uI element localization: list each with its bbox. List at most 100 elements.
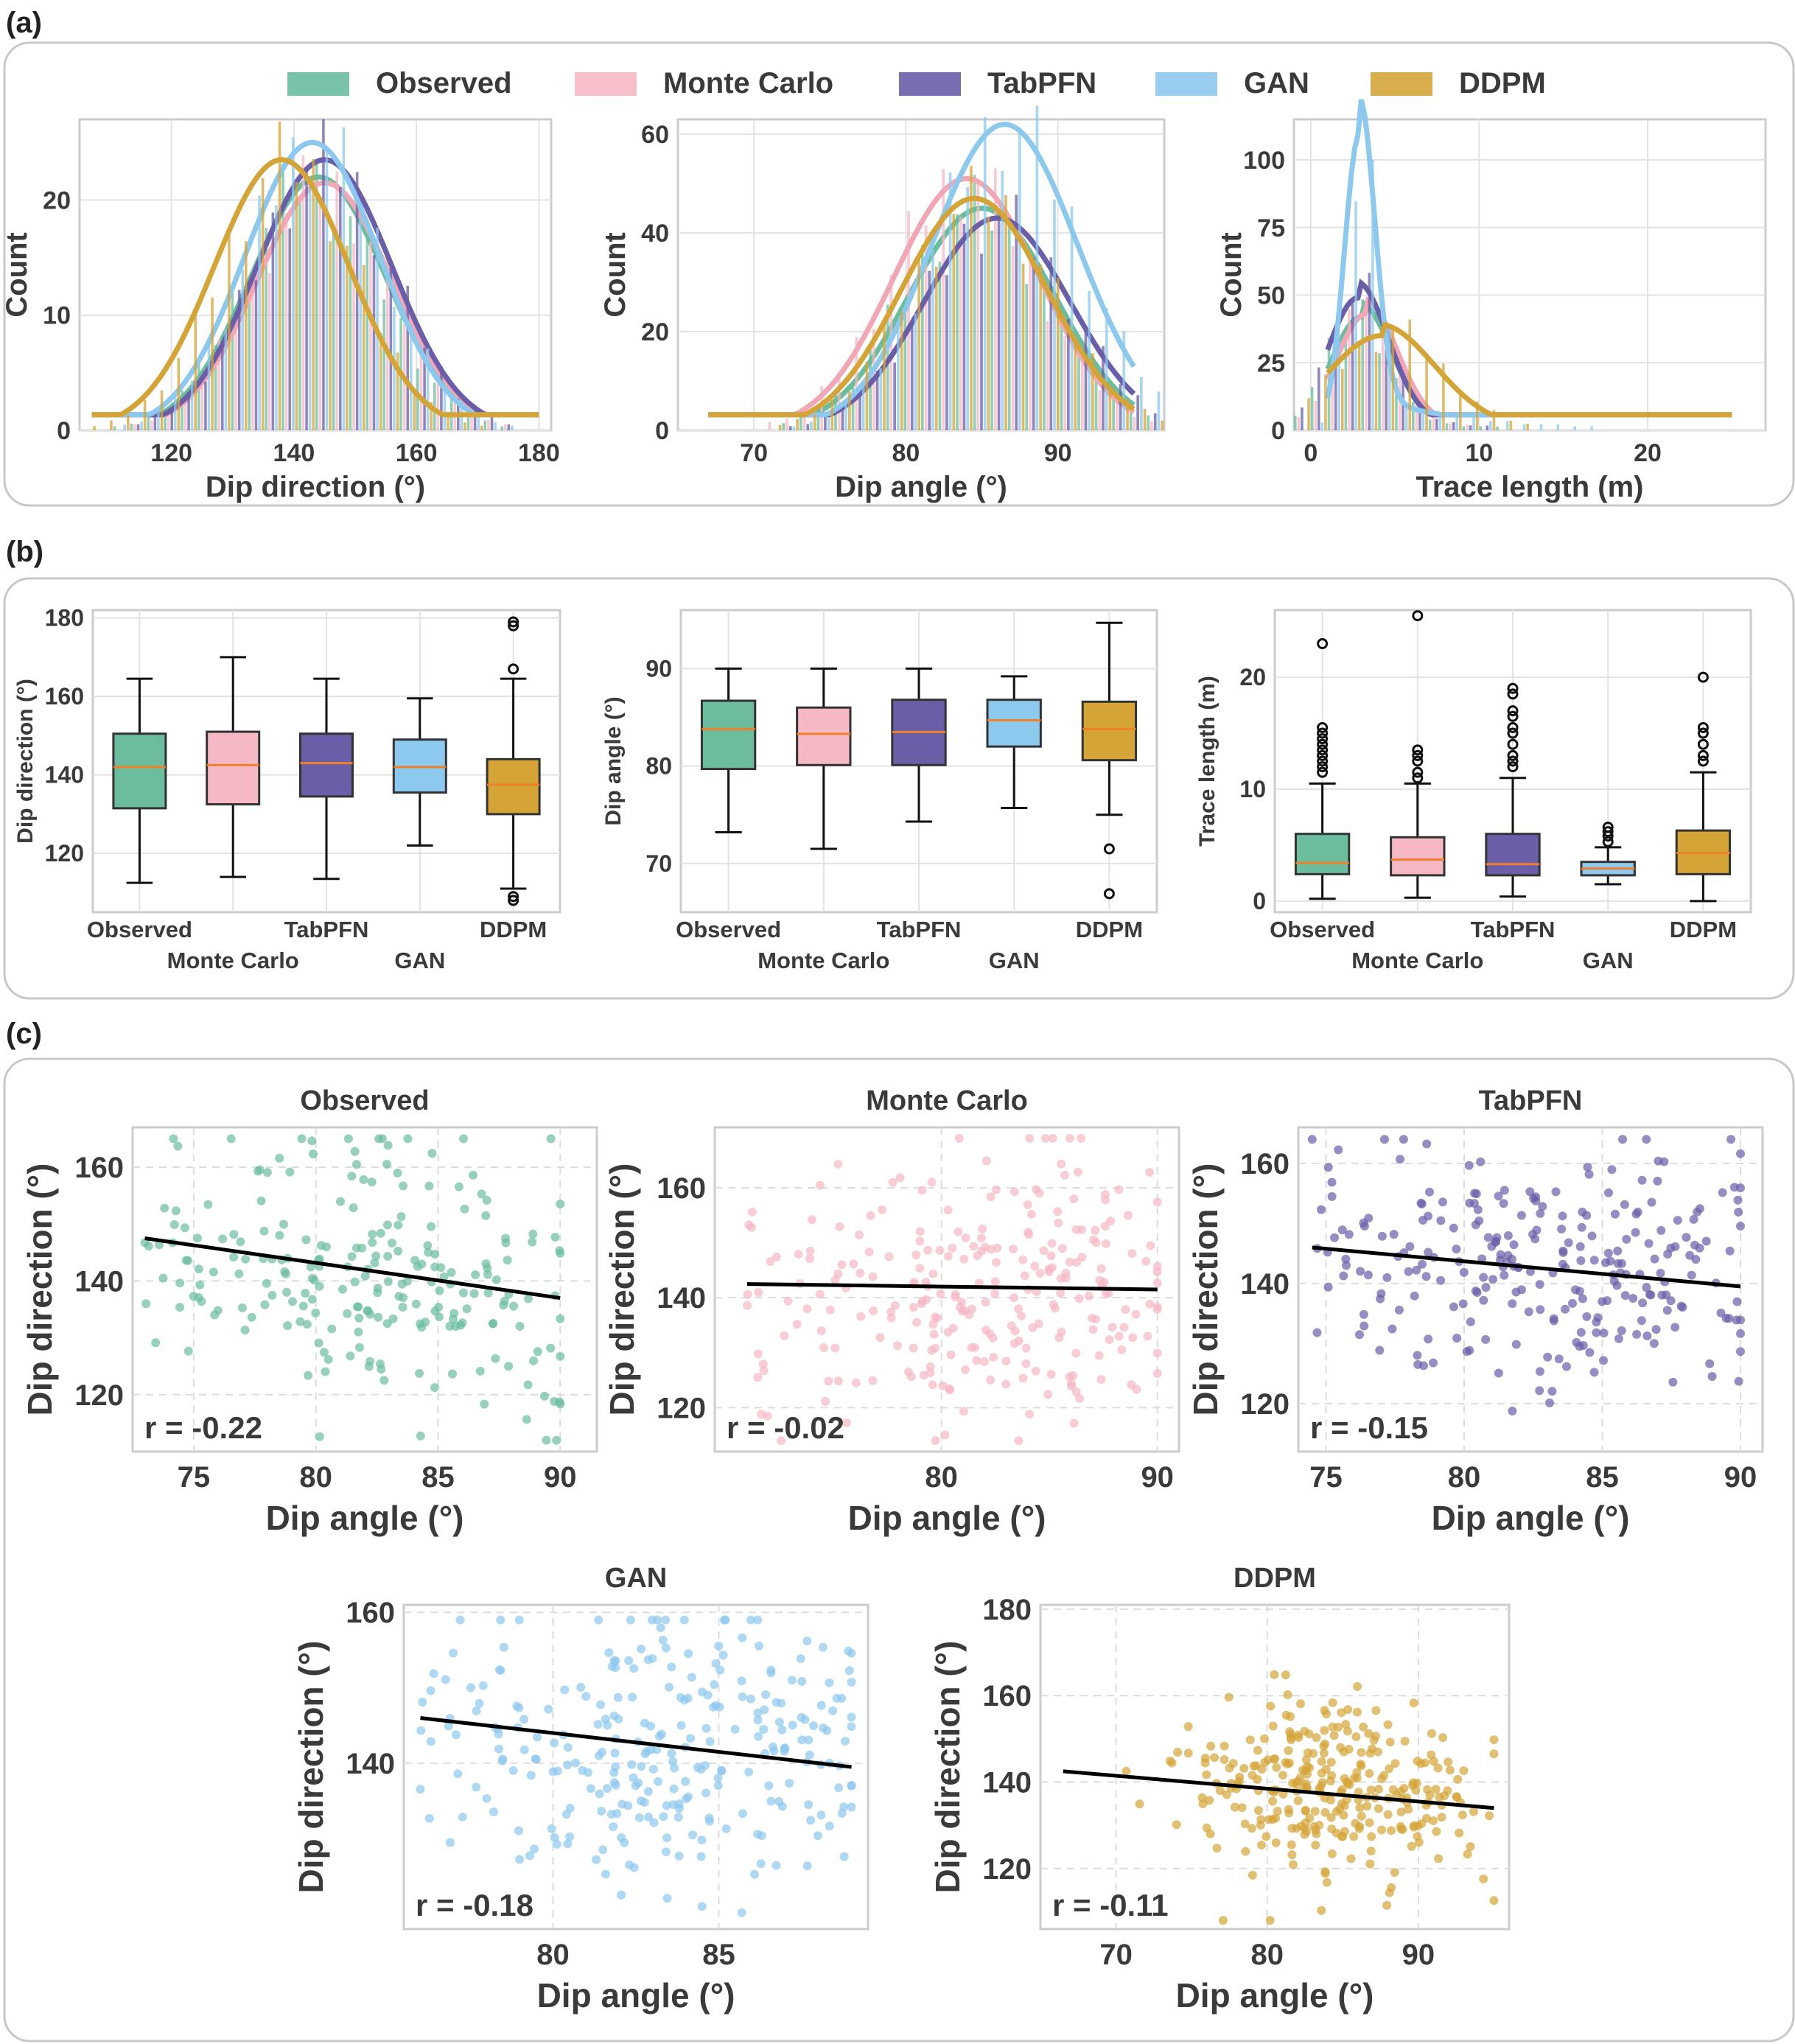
- hist-bar: [1053, 199, 1056, 430]
- scatter-point: [1422, 1139, 1432, 1149]
- scatter-point: [1338, 1832, 1348, 1841]
- scatter-point: [936, 1289, 945, 1298]
- scatter-point: [314, 1338, 323, 1348]
- y-tick-label: 20: [43, 186, 71, 214]
- scatter-point: [435, 1286, 444, 1295]
- scatter-point: [1053, 1207, 1063, 1217]
- scatter-point: [1105, 1335, 1114, 1345]
- hist-bar: [907, 211, 910, 430]
- scatter-point: [1389, 1230, 1399, 1239]
- scatter-point: [1508, 1299, 1517, 1309]
- hist-bar: [942, 169, 945, 430]
- hist-bar: [261, 178, 265, 430]
- hist-bar: [183, 402, 187, 430]
- scatter-point: [737, 1908, 746, 1917]
- scatter-point: [1736, 1329, 1745, 1338]
- hist-bar: [160, 391, 164, 430]
- scatter-point: [1069, 1418, 1079, 1428]
- hist-bar: [910, 322, 914, 430]
- scatter-point: [1525, 1187, 1535, 1197]
- scatter-point: [175, 1278, 185, 1288]
- scatter-point: [1117, 1345, 1127, 1354]
- plot-area: [1297, 1126, 1764, 1453]
- scatter-point: [1296, 1699, 1305, 1709]
- scatter-point: [1524, 1307, 1533, 1317]
- scatter-point: [1452, 1334, 1462, 1343]
- scatter-point: [1357, 1761, 1366, 1771]
- scatter-point: [399, 1293, 408, 1303]
- scatter-point: [750, 1869, 759, 1879]
- scatter-point: [496, 1615, 505, 1625]
- scatter-point: [1248, 1870, 1257, 1880]
- scatter-point: [1254, 1806, 1263, 1815]
- scatter-point: [841, 1737, 850, 1746]
- hist-bar: [921, 245, 924, 430]
- scatter-point: [1167, 1758, 1177, 1768]
- hist-bar: [1418, 409, 1421, 430]
- hist-bar: [133, 424, 136, 430]
- scatter-point: [1449, 1302, 1458, 1312]
- scatter-point: [1511, 1340, 1521, 1349]
- scatter-point: [945, 1384, 954, 1393]
- scatter-point: [659, 1812, 668, 1821]
- scatter-point: [1466, 1842, 1475, 1851]
- hist-subplot-3: 0 10 20 0 25 50 75 100 Trace length (m) Count: [1215, 99, 1767, 503]
- x-tick-label: 90: [1044, 439, 1072, 467]
- correlation-label: r = -0.11: [1052, 1888, 1169, 1922]
- scatter-point: [1631, 1209, 1641, 1219]
- hist-bar: [861, 380, 865, 430]
- scatter-point: [757, 1410, 766, 1419]
- scatter-point: [928, 1269, 938, 1278]
- scatter-point: [1536, 1208, 1545, 1218]
- scatter-point: [1146, 1241, 1155, 1250]
- correlation-label: r = -0.18: [416, 1888, 533, 1922]
- scatter-point: [1599, 1329, 1609, 1338]
- scatter-point: [1689, 1214, 1698, 1224]
- flier: [1317, 733, 1329, 745]
- scatter-point: [337, 1284, 347, 1294]
- scatter-point: [711, 1701, 721, 1710]
- hist-bar: [288, 228, 291, 430]
- scatter-point: [847, 1712, 856, 1722]
- hist-bar: [1425, 355, 1428, 430]
- hist-bar: [241, 269, 244, 430]
- scatter-point: [441, 1675, 450, 1684]
- scatter-point: [576, 1683, 586, 1692]
- scatter-point: [1642, 1331, 1652, 1340]
- box-observed: [1294, 833, 1351, 875]
- hist-bar: [284, 213, 288, 430]
- hist-bar: [1466, 424, 1469, 430]
- scatter-point: [1489, 1735, 1499, 1745]
- scatter-point: [1152, 1267, 1162, 1276]
- hist-bar: [292, 137, 295, 431]
- scatter-point: [777, 1725, 787, 1735]
- x-axis-label: Dip angle (°): [537, 1976, 735, 2015]
- scatter-point: [1021, 1343, 1031, 1353]
- scatter-point: [1525, 1267, 1535, 1276]
- scatter-point: [746, 1222, 756, 1232]
- box-monte-carlo: [1390, 836, 1446, 877]
- hist-bar: [830, 399, 834, 430]
- hist-bar: [147, 416, 150, 430]
- hist-bar: [1526, 424, 1529, 430]
- flier: [1412, 749, 1424, 761]
- scatter-point: [1320, 1869, 1330, 1878]
- scatter-point: [383, 1251, 393, 1261]
- hist-bar: [372, 255, 376, 430]
- scatter-point: [1438, 1197, 1447, 1207]
- scatter-point: [759, 1366, 769, 1376]
- scatter-point: [738, 1633, 747, 1642]
- scatter-point: [524, 1294, 533, 1303]
- scatter-point: [237, 1303, 247, 1312]
- scatter-point: [1429, 1816, 1438, 1825]
- subplot-title: Monte Carlo: [866, 1085, 1028, 1116]
- flier: [1412, 744, 1424, 756]
- hist-bar: [1408, 319, 1411, 430]
- hist-bar: [194, 309, 197, 430]
- scatter-point: [1025, 1410, 1035, 1419]
- scatter-point: [1296, 1821, 1306, 1831]
- y-tick-label: 120: [982, 1853, 1032, 1886]
- hist-bar: [271, 212, 275, 430]
- scatter-point: [346, 1351, 355, 1361]
- scatter-point: [1054, 1218, 1063, 1228]
